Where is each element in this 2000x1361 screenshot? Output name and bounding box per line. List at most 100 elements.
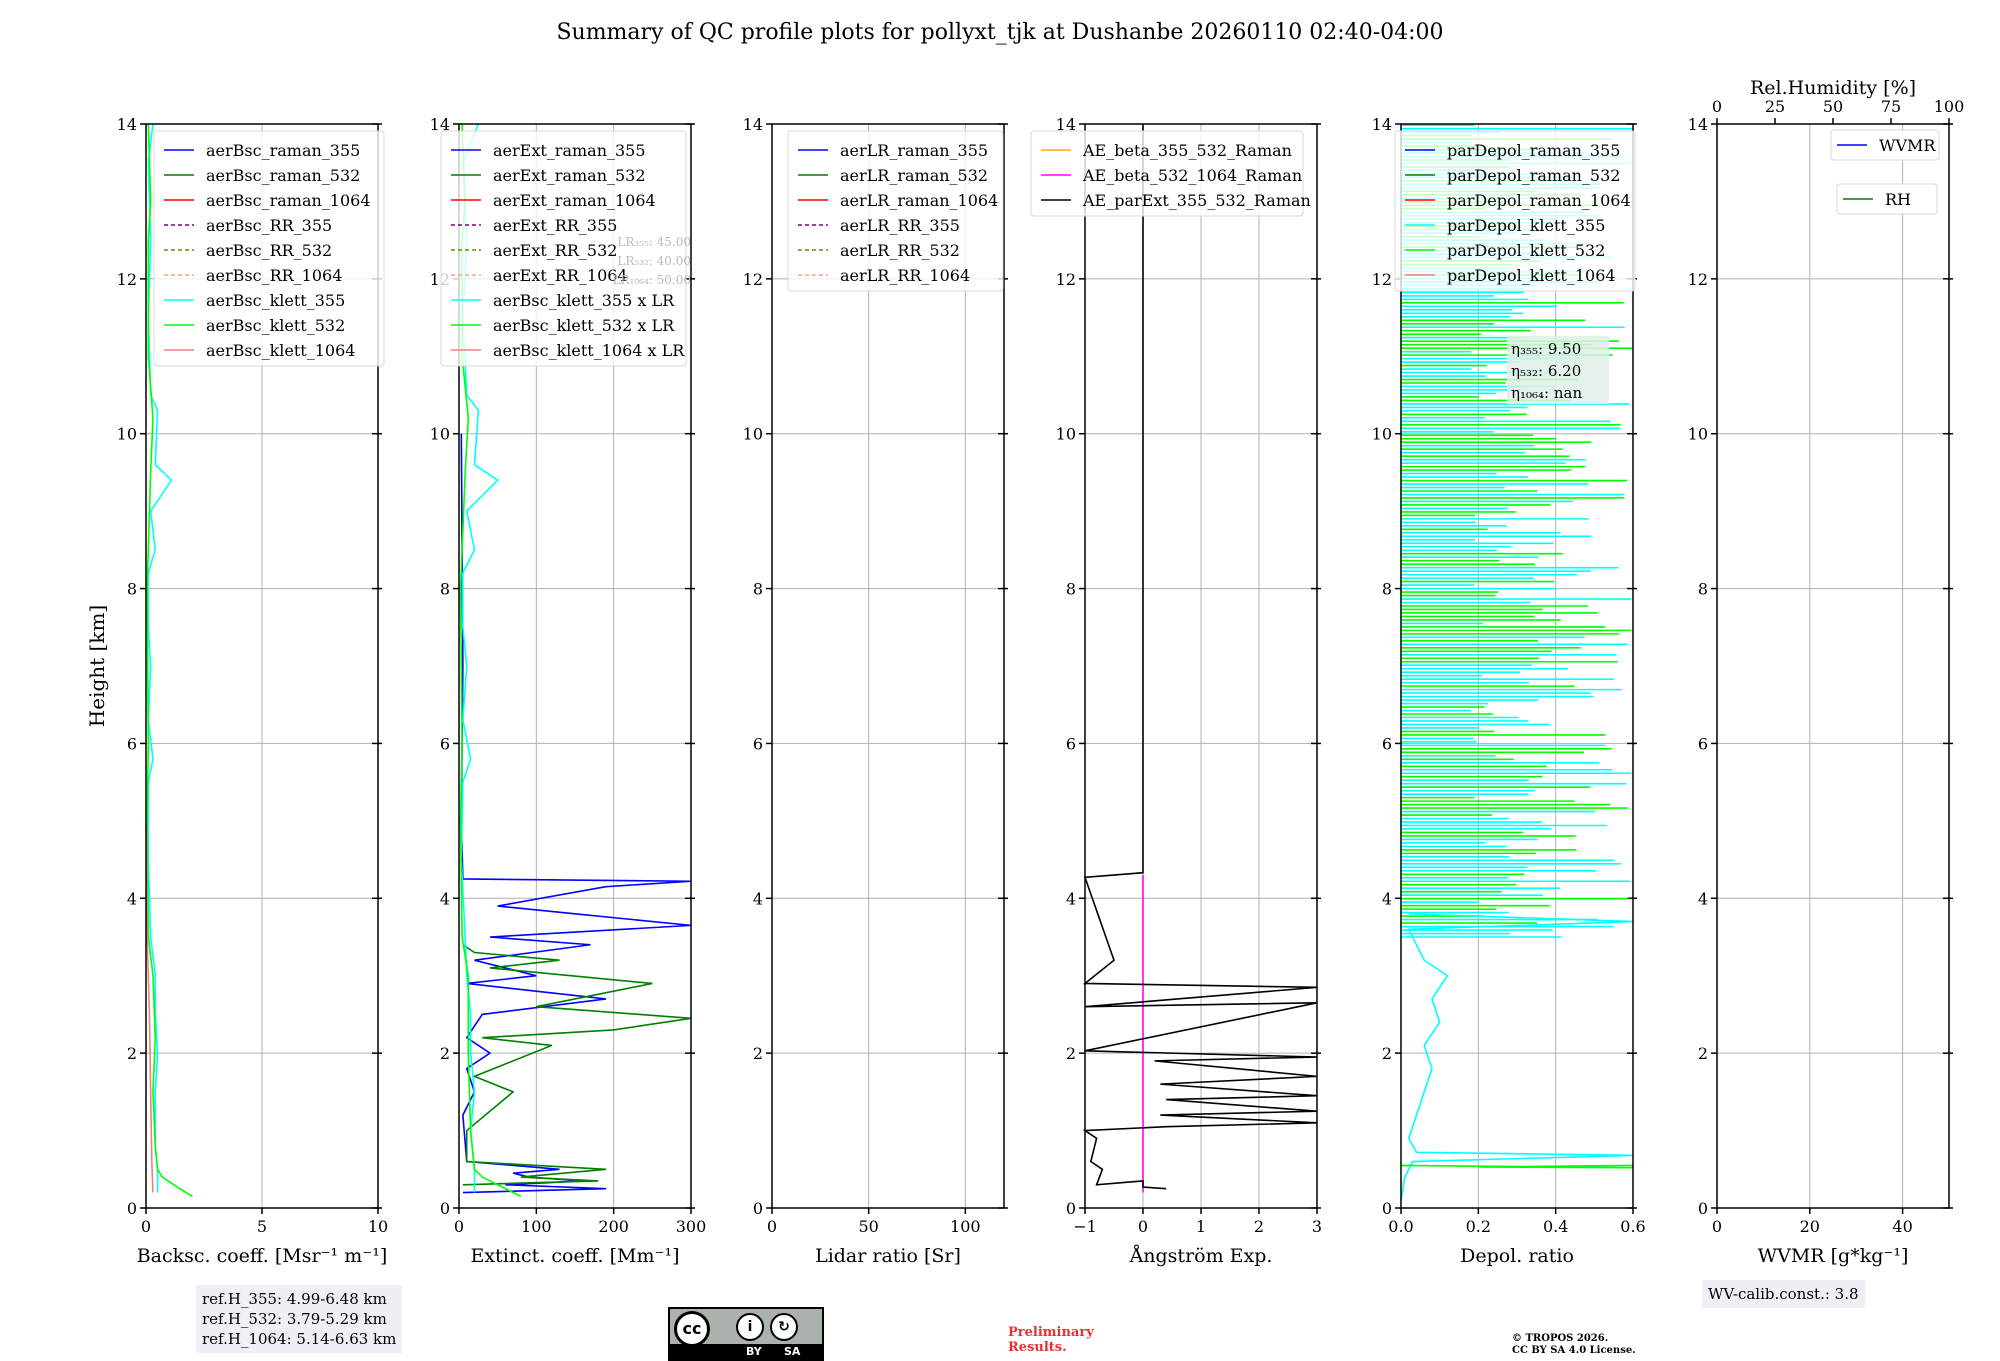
y-tick-label: 2 (1382, 1044, 1392, 1063)
legend-entry: WVMR (1879, 136, 1936, 155)
cc-icon: cc (674, 1311, 710, 1347)
x-tick-label: 50 (858, 1217, 878, 1236)
copyright-line-2: CC BY SA 4.0 License. (1512, 1345, 1636, 1356)
x-tick-label: 0.4 (1543, 1217, 1568, 1236)
legend-entry: aerExt_raman_1064 (493, 191, 656, 210)
y-tick-label: 0 (1698, 1199, 1708, 1218)
eta-annotation: η₁₀₆₄: nan (1511, 384, 1582, 402)
y-tick-label: 10 (117, 425, 137, 444)
legend-entry: aerBsc_RR_355 (206, 216, 332, 235)
legend-entry: AE_beta_355_532_Raman (1082, 141, 1292, 160)
preliminary-notice: Preliminary Results. (1008, 1325, 1094, 1355)
y-tick-label: 12 (743, 270, 763, 289)
y-tick-label: 14 (743, 115, 763, 134)
ref-height-532: ref.H_532: 3.79-5.29 km (202, 1310, 387, 1328)
legend-box (787, 130, 1004, 292)
x-tick-label: −1 (1073, 1217, 1097, 1236)
y-tick-label: 4 (1066, 889, 1076, 908)
legend-entry: RH (1885, 190, 1911, 209)
legend-entry: aerLR_raman_532 (840, 166, 988, 185)
y-tick-label: 6 (1382, 734, 1392, 753)
y-tick-label: 4 (753, 889, 763, 908)
share-alike-icon: ↻ (770, 1313, 798, 1341)
x-tick-label: 0 (1138, 1217, 1148, 1236)
x-axis-label: Ångström Exp. (1129, 1245, 1273, 1267)
legend-box (1394, 130, 1636, 292)
y-tick-label: 8 (1382, 580, 1392, 599)
legend-entry: AE_parExt_355_532_Raman (1082, 191, 1311, 210)
legend-entry: parDepol_klett_355 (1447, 216, 1605, 235)
legend-entry: parDepol_klett_1064 (1447, 266, 1616, 285)
figure-title: Summary of QC profile plots for pollyxt_… (556, 20, 1444, 45)
legend-entry: aerLR_raman_355 (840, 141, 988, 160)
legend-entry: aerExt_RR_355 (493, 216, 617, 235)
x-tick-label: 2 (1254, 1217, 1264, 1236)
y-tick-label: 6 (1066, 734, 1076, 753)
top-x-tick-label: 50 (1823, 97, 1843, 116)
top-axis-label: Rel.Humidity [%] (1750, 77, 1916, 99)
wv-calib-const: WV-calib.const.: 3.8 (1708, 1285, 1859, 1303)
legend-entry: aerLR_RR_1064 (840, 266, 970, 285)
y-tick-label: 8 (1066, 580, 1076, 599)
x-tick-label: 5 (257, 1217, 267, 1236)
axes-frame (1400, 123, 1634, 1209)
x-axis-label: Backsc. coeff. [Msr⁻¹ m⁻¹] (137, 1245, 388, 1267)
top-x-tick-label: 75 (1881, 97, 1901, 116)
panel-depol: 0.0 0.2 0.4 0.6 0 2 4 6 8 10 12 14 Depol. ratio parDe… (1372, 115, 1646, 1267)
y-tick-label: 12 (1372, 270, 1392, 289)
ref-height-355: ref.H_355: 4.99-6.48 km (202, 1290, 387, 1308)
legend-entry: aerBsc_klett_532 x LR (493, 316, 675, 335)
reference-height-box: ref.H_355: 4.99-6.48 km ref.H_532: 3.79-… (196, 1285, 403, 1353)
x-axis-label: Depol. ratio (1460, 1245, 1574, 1267)
eta-annotation: η₅₃₂: 6.20 (1511, 362, 1581, 380)
x-tick-label: 0 (141, 1217, 151, 1236)
series-aerBsc_klett_1064 (145, 820, 154, 1193)
y-tick-label: 4 (440, 889, 450, 908)
legend-entry: AE_beta_532_1064_Raman (1082, 166, 1302, 185)
legend-entry: aerLR_raman_1064 (840, 191, 998, 210)
y-tick-label: 0 (1066, 1199, 1076, 1218)
y-tick-label: 4 (1382, 889, 1392, 908)
legend-entry: aerBsc_klett_532 (206, 316, 345, 335)
series-parDepol_klett_355 (1400, 912, 1634, 1201)
y-tick-label: 6 (1698, 734, 1708, 753)
y-tick-label: 14 (1688, 115, 1708, 134)
legend-entry: aerExt_RR_1064 (493, 266, 628, 285)
x-tick-label: 100 (521, 1217, 552, 1236)
y-tick-label: 2 (1066, 1044, 1076, 1063)
legend-entry: aerLR_RR_355 (840, 216, 960, 235)
eta-annotation: η₃₅₅: 9.50 (1511, 340, 1581, 358)
legend-entry: aerBsc_klett_355 (206, 291, 345, 310)
eta-box (1507, 336, 1609, 404)
legend-box (153, 130, 385, 367)
axes-frame (771, 123, 1005, 1209)
y-tick-label: 10 (1688, 425, 1708, 444)
y-tick-label: 2 (440, 1044, 450, 1063)
legend-entry: parDepol_raman_1064 (1447, 191, 1631, 210)
x-tick-label: 300 (676, 1217, 707, 1236)
lr-annotation: LR₃₅₅: 45.00 (617, 235, 691, 249)
axes-frame (145, 123, 379, 1209)
legend-entry: parDepol_raman_532 (1447, 166, 1620, 185)
x-tick-label: 3 (1312, 1217, 1322, 1236)
y-tick-label: 14 (117, 115, 137, 134)
y-tick-label: 8 (440, 580, 450, 599)
axes-frame (1084, 123, 1318, 1209)
y-axis-label: Height [km] (85, 605, 109, 727)
y-tick-label: 14 (430, 115, 450, 134)
legend-entry: aerExt_raman_532 (493, 166, 646, 185)
panel-wv: 0 20 40 0 2 4 6 8 10 12 14 WVMR [g*kg⁻¹] 0 25 50 75 100 R… (1688, 77, 1965, 1267)
axes-frame (458, 123, 692, 1209)
axes-frame (1716, 123, 1950, 1209)
y-tick-label: 12 (1688, 270, 1708, 289)
y-tick-label: 12 (117, 270, 137, 289)
cc-license-badge: cc i ↻ BY SA (668, 1307, 824, 1361)
cc-by-label: BY (746, 1345, 762, 1358)
x-axis-label: Lidar ratio [Sr] (815, 1245, 961, 1267)
x-tick-label: 200 (598, 1217, 629, 1236)
y-tick-label: 0 (127, 1199, 137, 1218)
legend-box (1836, 183, 1938, 215)
top-x-tick-label: 100 (1934, 97, 1965, 116)
legend-box (1830, 129, 1940, 161)
